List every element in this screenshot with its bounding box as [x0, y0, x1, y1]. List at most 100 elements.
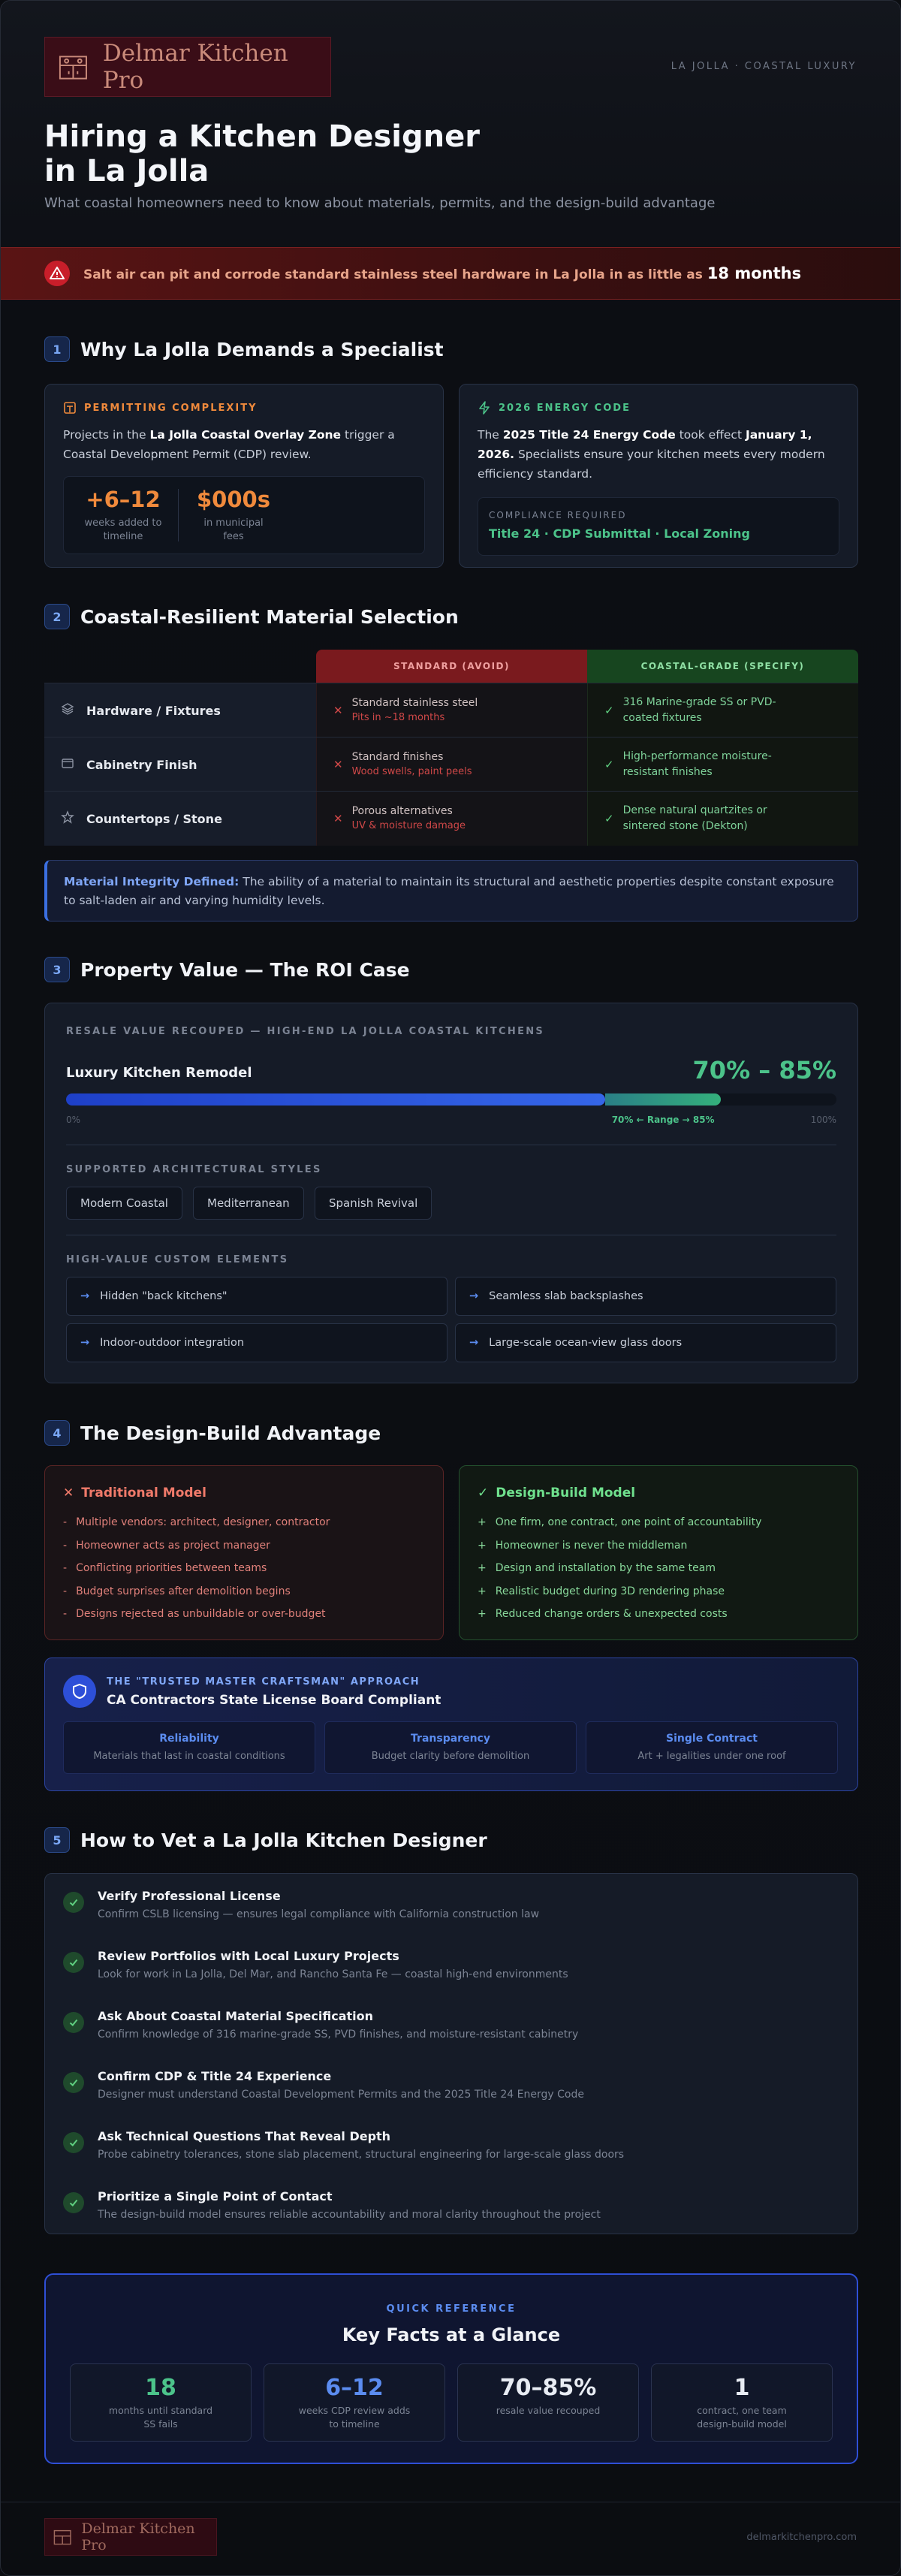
- ul: + One firm, one contract, one point of ac…: [478, 1511, 839, 1626]
- bullet: -: [63, 1539, 68, 1552]
- step-title: Verify Professional License: [98, 1889, 281, 1903]
- material-table: STANDARD (AVOID) COASTAL-GRADE (SPECIFY)…: [44, 650, 858, 846]
- roi-bar: [66, 1093, 606, 1106]
- title-line: Hiring a Kitchen Designer: [44, 119, 480, 154]
- footer-logo: Delmar Kitchen Pro: [44, 2518, 217, 2556]
- item-text: Conflicting priorities between teams: [76, 1562, 267, 1574]
- item-text: One firm, one contract, one point of acc…: [495, 1516, 762, 1528]
- section-title: How to Vet a La Jolla Kitchen Designer: [80, 1829, 487, 1851]
- span: The: [478, 428, 503, 442]
- row-icon: [61, 702, 74, 719]
- section-number: 4: [44, 1420, 70, 1446]
- design-build-card: ✓ Design-Build Model + One firm, one contra…: [459, 1465, 858, 1640]
- stat-caption: weeks added to timeline: [84, 517, 162, 542]
- list-item: + Design and installation by the same tea…: [478, 1557, 839, 1580]
- list-item: + Reduced change orders & unexpected cost…: [478, 1603, 839, 1626]
- section-title: Why La Jolla Demands a Specialist: [80, 338, 444, 360]
- pillar-title: Reliability: [159, 1733, 219, 1745]
- fact-caption: resale value recouped: [496, 2405, 601, 2416]
- styles-label: SUPPORTED ARCHITECTURAL STYLES: [66, 1164, 322, 1175]
- check-circle: [63, 2192, 84, 2213]
- section-title: Property Value — The ROI Case: [80, 958, 410, 981]
- ch: 2026 ENERGY CODE: [478, 401, 839, 415]
- element-text: Hidden "back kitchens": [100, 1290, 228, 1302]
- item-text: Budget surprises after demolition begins: [76, 1585, 291, 1597]
- span: ✓: [478, 1486, 489, 1501]
- avoid-text: Standard finishes Wood swells, paint peel…: [352, 750, 472, 780]
- step: Ask Technical Questions That Reveal Dept…: [63, 2128, 857, 2188]
- footer-url: delmarkitchenpro.com: [746, 2532, 857, 2543]
- style-chip: Spanish Revival: [315, 1187, 432, 1220]
- specify-cell: ✓ High-performance moisture-resistant fin…: [587, 738, 858, 792]
- step-text: The design-build model ensures reliable …: [98, 2209, 601, 2221]
- card-text: The 2025 Title 24 Energy Code took effec…: [478, 425, 839, 484]
- step: Verify Professional License Confirm CSLB …: [63, 1887, 857, 1947]
- permitting-card: PERMITTING COMPLEXITY Projects in the La…: [44, 384, 444, 568]
- svg: [61, 810, 74, 824]
- roi-track: [66, 1093, 836, 1106]
- check-circle: [63, 2072, 84, 2093]
- style-chip: Mediterranean: [193, 1187, 304, 1220]
- trusted-title: CA Contractors State License Board Compl…: [107, 1693, 441, 1708]
- svg: [69, 2139, 78, 2146]
- section-heading: 5 How to Vet a La Jolla Kitchen Designer: [44, 1826, 487, 1854]
- svg: [69, 2079, 78, 2086]
- card-label: 2026 ENERGY CODE: [499, 402, 631, 414]
- avoid-note: UV & moisture damage: [351, 820, 466, 831]
- tagline: LA JOLLA · COASTAL LUXURY: [670, 61, 857, 72]
- step-title: Confirm CDP & Title 24 Experience: [98, 2069, 332, 2083]
- fact: 70–85% resale value recouped: [457, 2363, 639, 2442]
- step-title: Prioritize a Single Point of Contact: [98, 2189, 333, 2203]
- traditional-card: ✕ Traditional Model - Multiple vendors: arc…: [44, 1465, 444, 1640]
- logo: Delmar Kitchen Pro: [44, 37, 331, 97]
- step-text: Look for work in La Jolla, Del Mar, and …: [98, 1968, 568, 1980]
- steps-card: Verify Professional License Confirm CSLB …: [44, 1873, 858, 2234]
- bullet: -: [63, 1608, 68, 1620]
- qr-eyebrow: QUICK REFERENCE: [386, 2303, 517, 2315]
- element-text: Indoor-outdoor integration: [100, 1337, 245, 1349]
- step: Review Portfolios with Local Luxury Proj…: [63, 1947, 857, 2007]
- stat-caption: in municipal fees: [203, 517, 264, 542]
- logo-icon: [59, 56, 87, 80]
- step: Prioritize a Single Point of Contact The …: [63, 2188, 857, 2248]
- vsep: [178, 489, 179, 541]
- arrow-icon: →: [80, 1290, 90, 1302]
- item-text: Homeowner acts as project manager: [76, 1539, 270, 1552]
- list-item: + Homeowner is never the middleman: [478, 1534, 839, 1558]
- avoid-item: Porous alternatives: [351, 805, 453, 817]
- custom-element: → Indoor-outdoor integration: [66, 1323, 447, 1362]
- title-line: in La Jolla: [44, 154, 209, 189]
- row-label: Countertops / Stone: [86, 811, 222, 826]
- arrow-icon: →: [469, 1337, 479, 1349]
- table-row: Hardware / Fixtures ✕ Standard stainless s…: [44, 683, 858, 738]
- pillar-text: Budget clarity before demolition: [371, 1751, 530, 1762]
- bullet: +: [478, 1608, 487, 1620]
- svg: [69, 2199, 78, 2206]
- table-row: Cabinetry Finish ✕ Standard finishes Wood s…: [44, 737, 858, 792]
- step: Ask About Coastal Material Specification…: [63, 2007, 857, 2068]
- pillar: Reliability Materials that last in coasta…: [63, 1721, 315, 1774]
- list-item: - Designs rejected as unbuildable or over…: [63, 1603, 425, 1626]
- list-item: + Realistic budget during 3D rendering ph…: [478, 1580, 839, 1603]
- bullet: +: [478, 1539, 487, 1552]
- range-note: 70% ← Range → 85%: [611, 1115, 715, 1125]
- qr-title: Key Facts at a Glance: [342, 2324, 561, 2345]
- fact-caption: weeks CDP review adds to timeline: [298, 2405, 411, 2430]
- column-header: STANDARD (AVOID): [316, 650, 587, 683]
- bullet: -: [63, 1516, 68, 1528]
- pillar-title: Transparency: [411, 1733, 490, 1745]
- compliance-box: COMPLIANCE REQUIRED Title 24 · CDP Submit…: [478, 497, 839, 556]
- section-number: 1: [44, 336, 70, 362]
- svg: [61, 703, 74, 715]
- span: ✕: [63, 1486, 74, 1501]
- bullet: +: [478, 1585, 487, 1597]
- svg: [479, 401, 490, 415]
- check-circle: [63, 1892, 84, 1913]
- stat: +6–12 weeks added to timeline: [82, 487, 164, 544]
- span: trigger a Coastal Development Permit (CD…: [63, 428, 395, 461]
- step-text: Confirm CSLB licensing — ensures legal c…: [98, 1908, 540, 1920]
- card-title: Traditional Model: [81, 1486, 206, 1501]
- svg: [69, 1959, 78, 1966]
- list-item: - Conflicting priorities between teams: [63, 1557, 425, 1580]
